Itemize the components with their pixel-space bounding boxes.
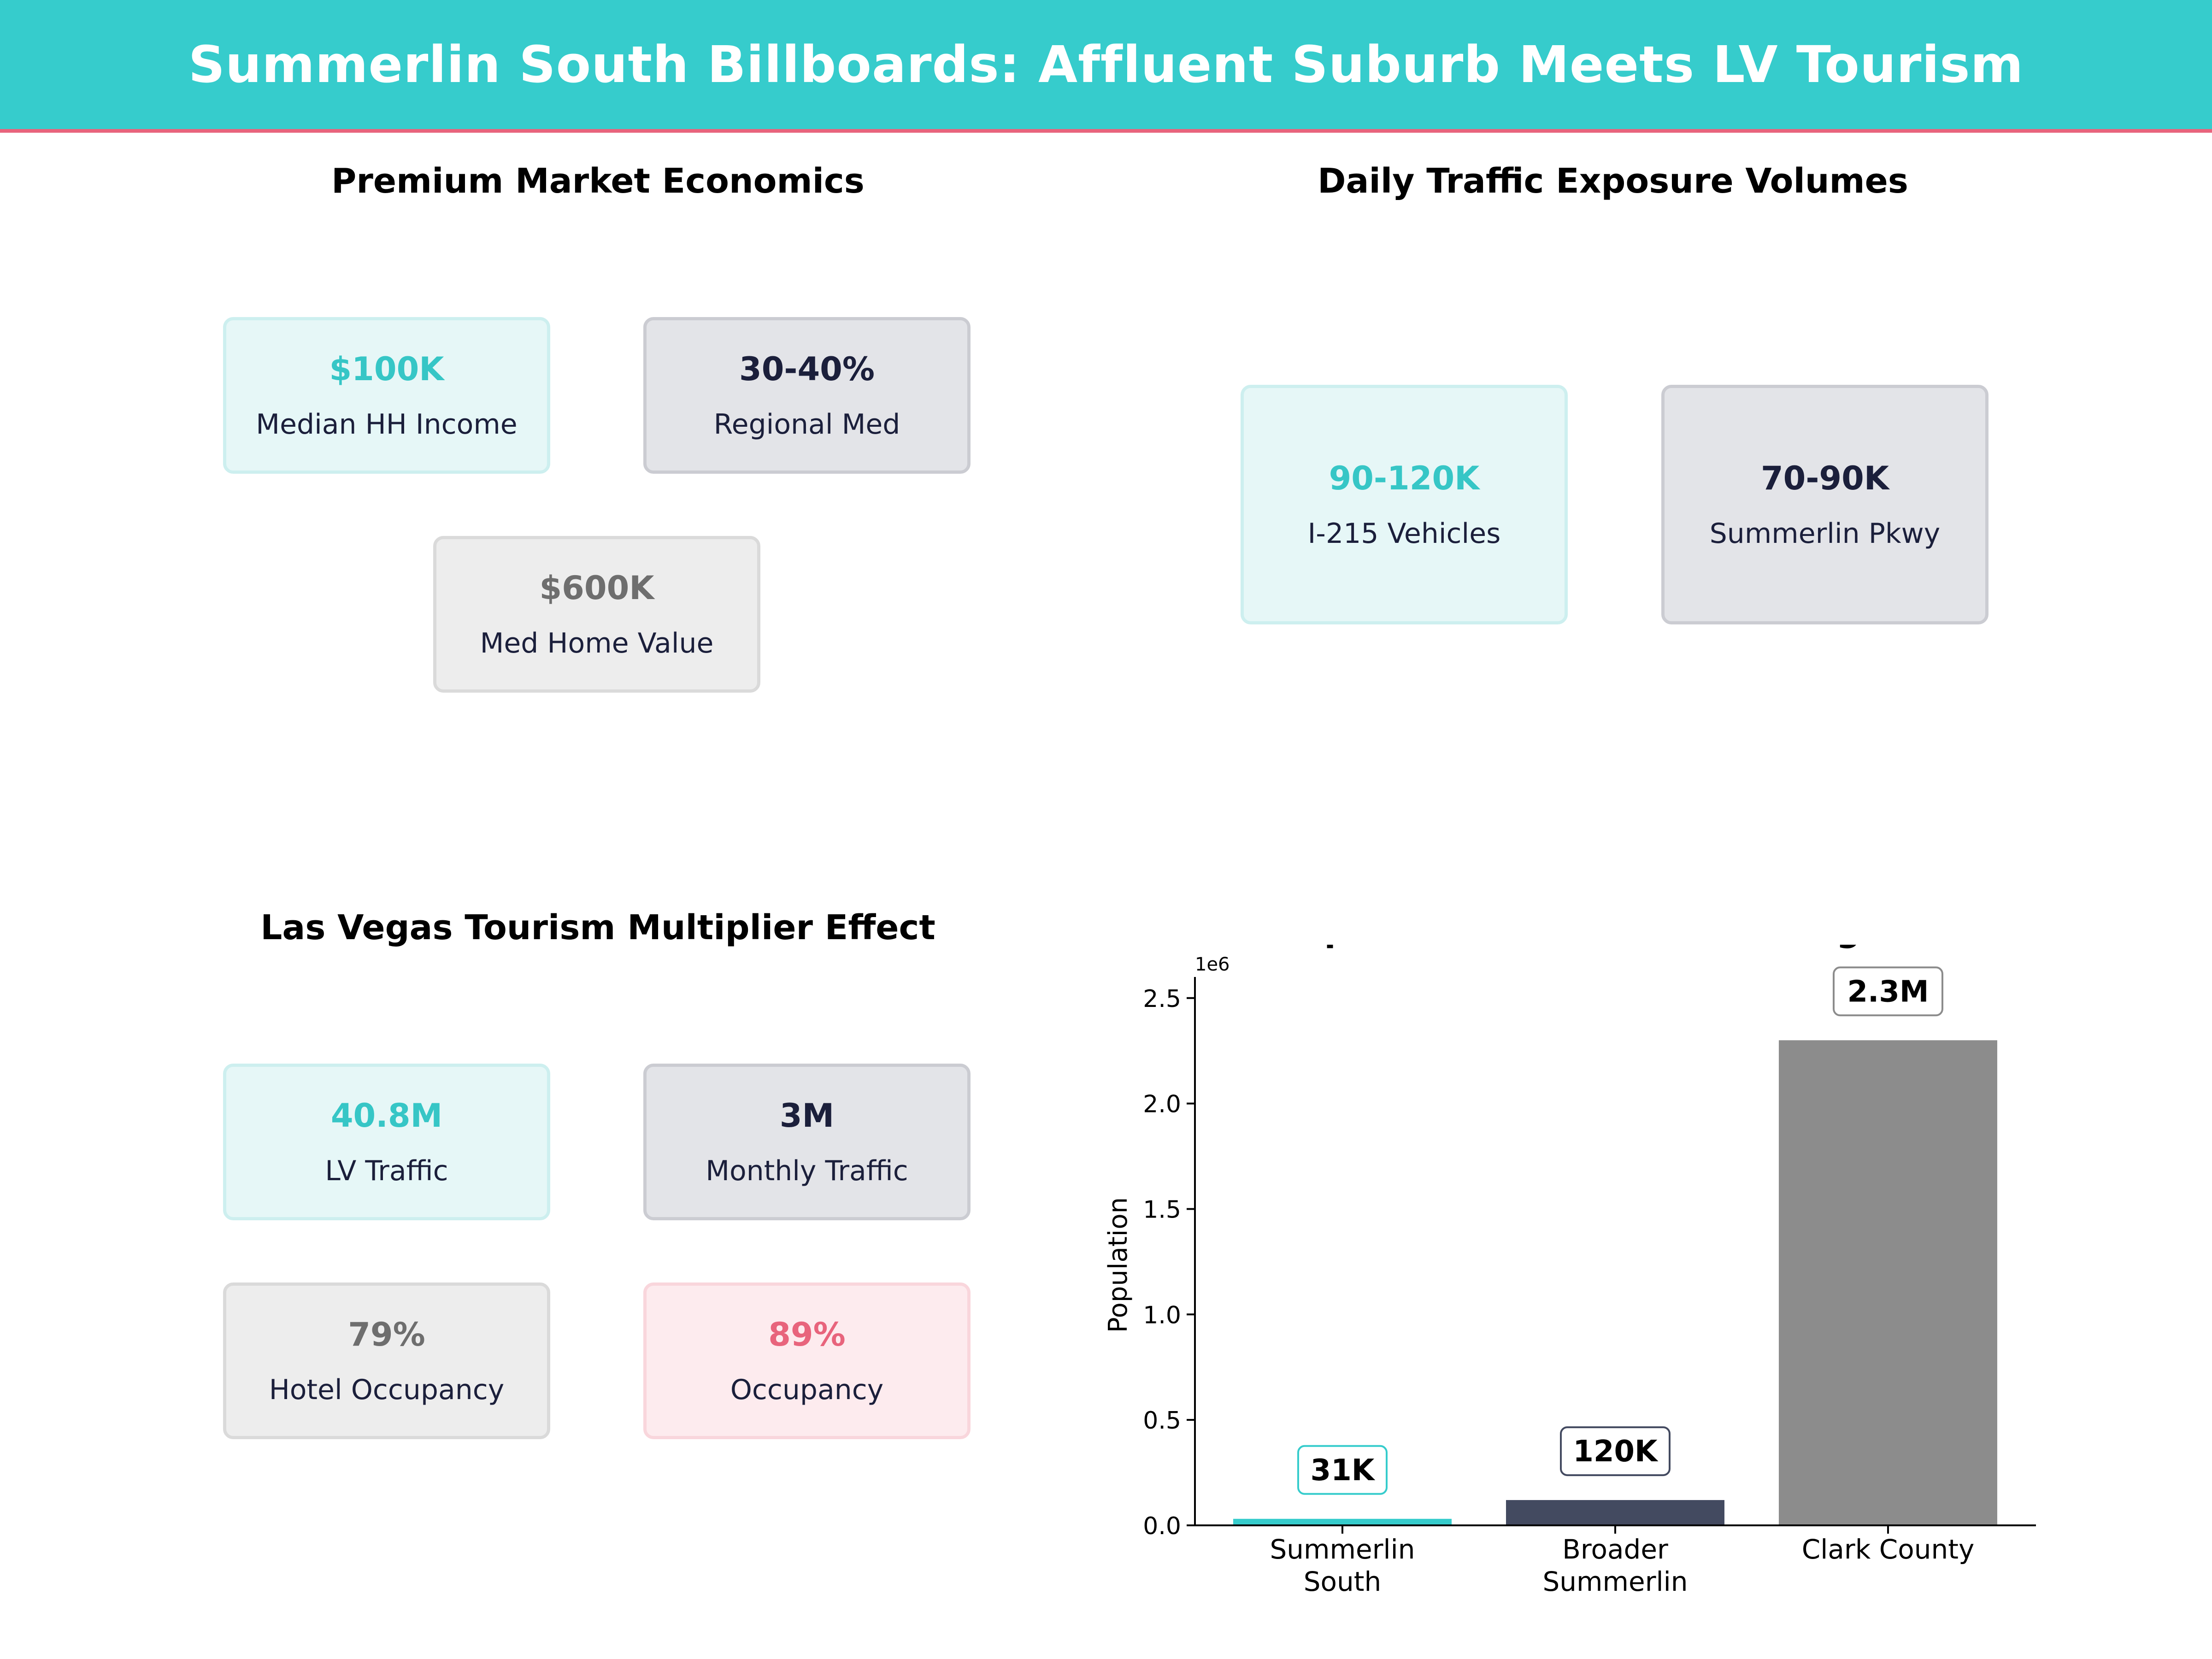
regional-med-label: Regional Med: [713, 408, 900, 441]
i215-value: 90-120K: [1329, 459, 1480, 497]
y-tick-label: 1.0: [1143, 1301, 1181, 1329]
x-tick-label: Summerlin: [1270, 1534, 1415, 1565]
summerlin-pkwy-value: 70-90K: [1760, 459, 1889, 497]
traffic-title: Daily Traffic Exposure Volumes: [1318, 161, 1908, 201]
y-tick-label: 0.0: [1143, 1512, 1181, 1540]
hotel-occupancy-label: Hotel Occupancy: [269, 1374, 505, 1406]
income-card: $100K Median HH Income: [223, 317, 550, 474]
data-label: 120K: [1573, 1435, 1659, 1469]
data-label: 2.3M: [1847, 975, 1929, 1009]
data-label-box: [1297, 1445, 1388, 1495]
axis-offset-label: 1e6: [1195, 954, 1230, 975]
data-labels-group: 31K 120K 2.3M: [1297, 966, 1943, 1495]
summerlin-pkwy-label: Summerlin Pkwy: [1709, 518, 1941, 550]
monthly-traffic-card: 3M Monthly Traffic: [643, 1064, 971, 1220]
lv-traffic-card: 40.8M LV Traffic: [223, 1064, 550, 1220]
tourism-title: Las Vegas Tourism Multiplier Effect: [260, 908, 935, 947]
y-ticks-group: 0.0 0.5 1.0 1.5 2.0 2.5: [1143, 985, 1195, 1540]
hotel-occupancy-card: 79% Hotel Occupancy: [223, 1282, 550, 1439]
i215-card: 90-120K I-215 Vehicles: [1241, 385, 1568, 624]
i215-label: I-215 Vehicles: [1307, 518, 1501, 550]
population-chart: Population Scale: Local to Regional 1e6 …: [1103, 945, 2036, 1597]
occupancy-value: 89%: [768, 1316, 846, 1353]
y-tick-label: 2.0: [1143, 1091, 1181, 1118]
chart-title: Population Scale: Local to Regional: [1276, 945, 1954, 949]
bar-3: [1779, 1040, 1997, 1525]
x-tick-label: Summerlin: [1542, 1566, 1688, 1597]
data-label-box: [1833, 966, 1943, 1017]
monthly-traffic-label: Monthly Traffic: [706, 1155, 908, 1187]
income-value: $100K: [329, 350, 444, 388]
x-tick-label: Broader: [1562, 1534, 1668, 1565]
regional-med-card: 30-40% Regional Med: [643, 317, 971, 474]
occupancy-label: Occupancy: [730, 1374, 884, 1406]
lv-traffic-label: LV Traffic: [325, 1155, 448, 1187]
bars-group: [1233, 1040, 1997, 1525]
home-value-value: $600K: [539, 569, 654, 607]
hotel-occupancy-value: 79%: [348, 1316, 425, 1353]
y-axis-label: Population: [1103, 1197, 1133, 1333]
income-label: Median HH Income: [256, 408, 518, 441]
y-tick-label: 1.5: [1143, 1196, 1181, 1224]
y-tick-label: 0.5: [1143, 1407, 1181, 1435]
regional-med-value: 30-40%: [739, 350, 875, 388]
monthly-traffic-value: 3M: [779, 1097, 835, 1135]
economics-title: Premium Market Economics: [331, 161, 865, 201]
home-value-label: Med Home Value: [480, 627, 714, 659]
data-label: 31K: [1311, 1453, 1376, 1488]
data-label-box: [1560, 1426, 1671, 1477]
y-tick-label: 2.5: [1143, 985, 1181, 1013]
x-tick-label: Clark County: [1802, 1534, 1975, 1565]
x-tick-label: South: [1304, 1566, 1382, 1597]
page-title: Summerlin South Billboards: Affluent Sub…: [188, 35, 2024, 94]
bar-2: [1506, 1500, 1724, 1525]
home-value-card: $600K Med Home Value: [433, 536, 760, 693]
summerlin-pkwy-card: 70-90K Summerlin Pkwy: [1661, 385, 1988, 624]
header-banner: Summerlin South Billboards: Affluent Sub…: [0, 0, 2212, 133]
occupancy-card: 89% Occupancy: [643, 1282, 971, 1439]
lv-traffic-value: 40.8M: [330, 1097, 443, 1135]
bar-1: [1233, 1518, 1452, 1525]
